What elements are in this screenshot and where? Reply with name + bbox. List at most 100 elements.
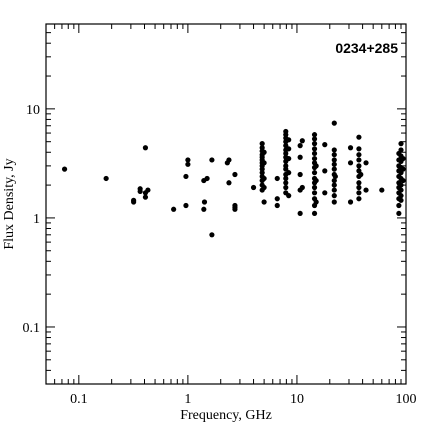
- x-tick-label: 10: [290, 392, 304, 407]
- data-point: [274, 175, 280, 182]
- data-point: [322, 190, 328, 196]
- data-point: [131, 199, 137, 205]
- data-point: [259, 145, 265, 151]
- data-point: [356, 146, 362, 152]
- data-point: [313, 163, 319, 169]
- data-point: [322, 142, 328, 148]
- data-point: [232, 206, 238, 212]
- data-point: [347, 160, 354, 166]
- data-point: [311, 190, 318, 196]
- data-point: [299, 184, 305, 191]
- data-point: [396, 210, 402, 217]
- data-point: [185, 157, 191, 163]
- data-point: [398, 182, 404, 188]
- data-point: [356, 152, 362, 158]
- data-point: [363, 187, 369, 193]
- data-point: [400, 166, 406, 172]
- data-point: [286, 170, 292, 176]
- data-point: [261, 149, 267, 155]
- data-point: [183, 173, 189, 180]
- data-point: [299, 138, 305, 144]
- data-point: [286, 193, 292, 199]
- data-point: [356, 184, 362, 191]
- data-point: [356, 190, 362, 196]
- data-point: [356, 163, 362, 169]
- data-point: [209, 157, 215, 163]
- x-tick-label: 100: [396, 392, 417, 407]
- data-point: [201, 206, 207, 212]
- x-tick-label: 0.1: [70, 392, 88, 407]
- data-point: [331, 187, 337, 193]
- data-point: [204, 175, 210, 182]
- data-point: [311, 146, 318, 152]
- chart-title: 0234+285: [335, 40, 398, 56]
- data-point: [226, 157, 232, 163]
- data-point: [331, 120, 337, 126]
- plot-frame: [45, 23, 407, 385]
- data-point: [347, 145, 354, 151]
- y-tick-label: 0.1: [23, 321, 41, 336]
- data-point: [400, 177, 406, 184]
- data-point: [396, 202, 402, 209]
- data-point: [347, 199, 354, 205]
- data-point: [274, 196, 280, 202]
- data-point: [286, 155, 292, 162]
- data-point: [358, 171, 364, 178]
- data-point: [363, 160, 369, 166]
- data-points: [61, 120, 406, 238]
- data-point: [332, 173, 338, 180]
- data-point: [311, 184, 318, 191]
- data-point: [311, 155, 318, 162]
- data-point: [286, 137, 292, 143]
- data-point: [331, 157, 337, 163]
- data-point: [297, 210, 303, 217]
- data-point: [171, 206, 177, 212]
- data-point: [331, 199, 337, 205]
- y-axis-label: Flux Density, Jy: [2, 158, 17, 249]
- x-tick-label: 1: [184, 392, 191, 407]
- data-point: [356, 180, 362, 186]
- data-point: [283, 180, 289, 186]
- data-point: [331, 193, 337, 199]
- data-point: [297, 171, 303, 178]
- data-point: [311, 136, 318, 142]
- data-point: [185, 161, 191, 167]
- data-point: [311, 170, 318, 176]
- data-point: [356, 196, 362, 202]
- data-point: [250, 184, 257, 191]
- data-point: [283, 184, 289, 191]
- data-point: [183, 202, 189, 209]
- data-point: [356, 134, 362, 140]
- data-point: [313, 177, 319, 184]
- data-point: [283, 128, 289, 135]
- data-point: [259, 141, 265, 147]
- data-point: [232, 171, 238, 178]
- data-point: [232, 202, 238, 209]
- data-point: [379, 187, 385, 193]
- x-axis-label: Frequency, GHz: [180, 408, 272, 423]
- data-point: [311, 132, 318, 138]
- data-point: [398, 193, 404, 199]
- data-point: [331, 161, 337, 167]
- data-point: [297, 143, 303, 149]
- data-point: [311, 150, 318, 157]
- data-point: [274, 202, 280, 209]
- data-point: [61, 166, 68, 172]
- data-point: [261, 175, 267, 182]
- data-point: [297, 154, 303, 160]
- data-point: [286, 146, 292, 152]
- data-point: [322, 168, 328, 174]
- y-tick-label: 10: [26, 103, 40, 118]
- data-point: [331, 166, 337, 172]
- data-point: [261, 160, 267, 166]
- data-point: [356, 157, 362, 163]
- axis-ticks: 0.1 1 10 100 0.1 1 10: [23, 23, 417, 407]
- data-point: [226, 180, 232, 186]
- data-point: [103, 175, 109, 182]
- data-point: [398, 147, 404, 153]
- data-point: [331, 177, 337, 184]
- data-point: [261, 184, 267, 191]
- data-point: [398, 141, 404, 147]
- y-tick-label: 1: [33, 212, 40, 227]
- data-point: [137, 186, 143, 192]
